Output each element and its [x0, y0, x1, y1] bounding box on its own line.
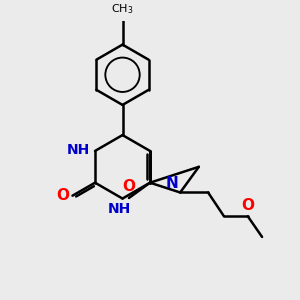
Text: O: O	[56, 188, 69, 203]
Text: CH$_3$: CH$_3$	[111, 2, 134, 16]
Text: NH: NH	[108, 202, 131, 216]
Text: O: O	[241, 198, 254, 213]
Text: NH: NH	[67, 143, 90, 157]
Text: N: N	[166, 176, 179, 191]
Text: O: O	[122, 179, 135, 194]
